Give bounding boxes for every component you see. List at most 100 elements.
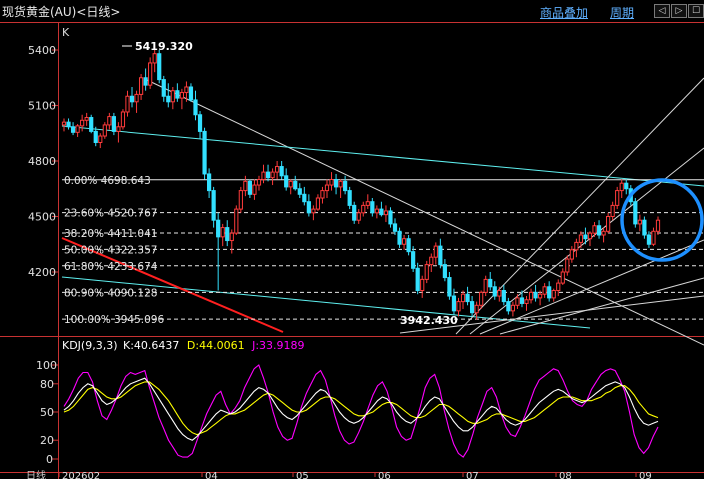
descending-trendline [146, 79, 704, 346]
fib-label: 50.00% 4322.357 [64, 244, 157, 256]
fib-label: 100.00% 3945.096 [64, 314, 164, 326]
candle-body [320, 190, 325, 199]
candle-body [111, 116, 116, 132]
candle-body [524, 299, 529, 304]
next-button[interactable]: ▷ [671, 4, 687, 18]
candle-body [288, 180, 293, 188]
candle-body [138, 77, 144, 95]
candle-body [474, 304, 479, 314]
candle-body [506, 301, 511, 312]
candle-body [383, 210, 389, 216]
candle-body [392, 223, 398, 232]
date-axis: 202602 04 05 06 07 08 09 [58, 471, 652, 479]
candle-body [415, 267, 420, 291]
date-tick-label: 06 [378, 471, 391, 479]
candle-body [102, 124, 107, 137]
candle-body [98, 135, 103, 143]
fib-label: 61.80% 4233.674 [64, 261, 158, 273]
candle-body [492, 286, 497, 297]
price-tick-label: 5400 [28, 44, 56, 57]
candle-body [388, 210, 393, 225]
candle-body [547, 286, 552, 299]
date-tick-label: 05 [296, 471, 309, 479]
candle-body [265, 171, 271, 179]
overlay-symbol-link[interactable]: 商品叠加 [540, 6, 589, 20]
candle-body [637, 219, 642, 225]
kdj-k-line [63, 377, 659, 441]
candle-body [179, 92, 184, 99]
kdj-axis: 100 80 50 20 0 [36, 359, 58, 466]
candle-body [451, 295, 457, 312]
candle-body [592, 225, 597, 234]
candle-body [243, 180, 248, 192]
candle-body [460, 293, 466, 303]
kdj-d-line [63, 381, 659, 436]
candle-body [329, 179, 334, 186]
kdj-tick-label: 100 [36, 359, 57, 372]
candle-body [397, 230, 402, 245]
candle-body [565, 258, 570, 273]
candle-body [583, 234, 588, 240]
candle-body [538, 293, 543, 299]
candle-body [134, 93, 139, 103]
candle-body [166, 95, 171, 103]
candle-body [293, 180, 298, 190]
candle-body [347, 190, 352, 206]
candle-body [438, 245, 443, 266]
candle-body [601, 230, 606, 236]
candle-body [510, 304, 516, 312]
candle-body [374, 208, 379, 214]
candle-body [401, 238, 407, 245]
kdj-tick-label: 0 [46, 453, 53, 466]
date-tick-label: 08 [559, 471, 572, 479]
candle-body [311, 208, 316, 214]
candle-body [252, 184, 257, 195]
candle-body [143, 77, 148, 86]
candle-body [70, 126, 76, 133]
highlight-circle [620, 178, 704, 262]
candle-body [352, 204, 357, 221]
fan-line-4 [499, 277, 704, 335]
candle-body [324, 184, 330, 192]
candle-body [551, 290, 556, 299]
candle-body [216, 219, 221, 238]
period-link[interactable]: 周期 [610, 6, 635, 20]
candle-body [148, 62, 153, 86]
fib-label: 0.00% 4698.643 [64, 175, 151, 187]
candle-body [610, 204, 615, 217]
kdj-tick-label: 50 [40, 406, 54, 419]
candle-body [66, 121, 71, 128]
kdj-j-value: J:33.9189 [252, 339, 305, 352]
prev-button[interactable]: ◁ [654, 4, 670, 18]
candle-body [519, 297, 525, 304]
kdj-label: KDJ(9,3,3) [62, 339, 118, 352]
candle-body [188, 86, 194, 101]
fib-label: 23.60% 4520.767 [64, 208, 157, 220]
candle-body [365, 201, 370, 206]
price-tick-label: 4800 [28, 155, 56, 168]
candle-body [157, 53, 162, 81]
candle-body [488, 278, 493, 288]
candle-body [619, 182, 624, 192]
candle-body [279, 166, 284, 177]
date-tick-label: 202602 [62, 471, 100, 479]
candle-body [338, 180, 343, 188]
candle-body [465, 293, 470, 303]
candle-body [624, 182, 629, 190]
candle-body [170, 90, 175, 103]
candle-body [642, 219, 647, 236]
candle-body [606, 216, 611, 232]
candle-body [225, 227, 230, 242]
candle-body [116, 126, 121, 132]
candle-body [424, 264, 429, 280]
candle-body [379, 208, 384, 216]
kdj-d-value: D:44.0061 [186, 339, 245, 352]
candle-body [197, 114, 203, 132]
candle-body [578, 234, 584, 243]
candle-body [569, 249, 574, 260]
candle-body [420, 278, 425, 291]
candle-body [306, 201, 311, 214]
kdj-j-line [63, 364, 659, 458]
candle-body [361, 204, 366, 214]
price-axis: 5400 5100 4800 4500 4200 [28, 44, 58, 279]
